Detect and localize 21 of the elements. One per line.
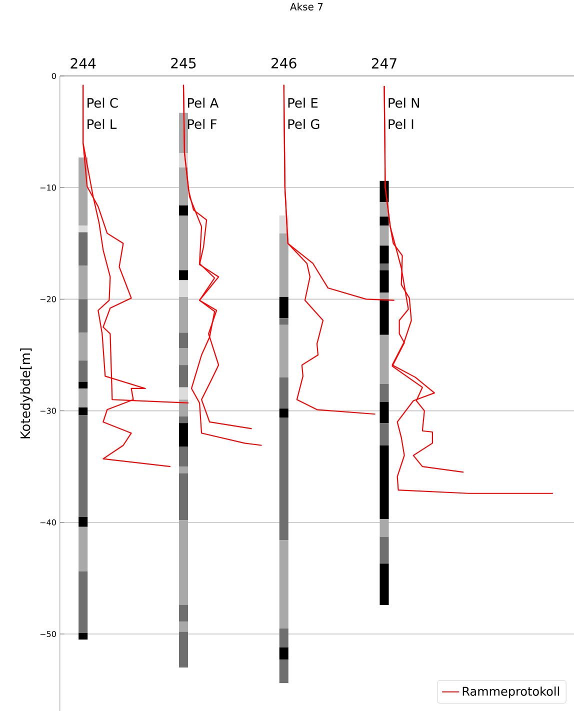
x-tick-label: 245 [171,58,196,68]
annotation: Pel A [188,98,219,108]
x-tick-label: 246 [272,58,296,68]
y-tick-label: −10 [40,184,56,191]
y-axis-title: Kotedybde[m] [20,348,33,438]
annotation: Pel I [388,118,414,130]
y-tick-label: −20 [40,296,56,302]
x-tick-label: 247 [372,58,396,68]
annotation: Pel N [388,98,420,108]
x-tick-label: 244 [70,58,96,68]
annotation: Pel F [188,118,217,130]
y-tick-label: −30 [40,408,56,414]
y-tick-label: 0 [52,72,56,80]
chart-title: Akse 7 [290,2,323,10]
y-tick-label: −40 [40,519,56,526]
annotation: Pel C [88,98,118,108]
legend-label: Rammeprotokoll [462,686,559,698]
annotation: Pel E [288,98,318,108]
annotation: Pel L [88,118,117,130]
annotation: Pel G [288,118,320,130]
y-tick-label: −50 [40,630,56,638]
